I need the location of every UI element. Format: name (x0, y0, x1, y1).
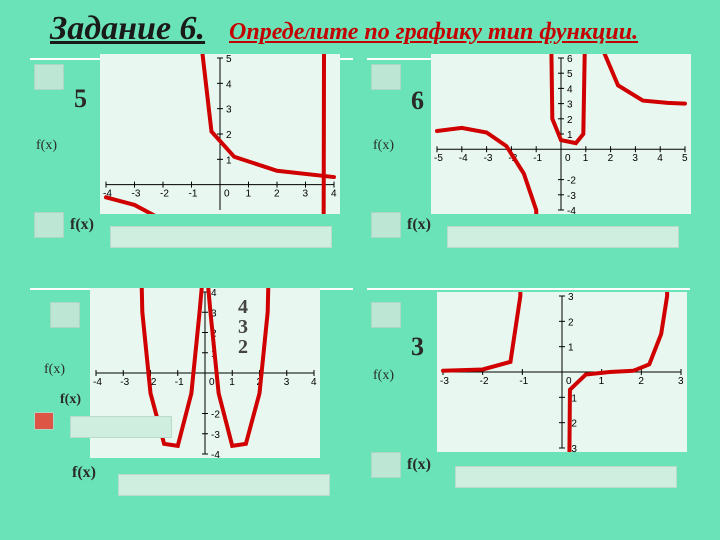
fx-label-bottom: f(x) (407, 216, 431, 234)
svg-text:-3: -3 (567, 191, 576, 202)
fx-label: f(x) (373, 368, 394, 384)
answer-bar (70, 416, 172, 438)
task-subtitle: Определите по графику тип функции. (229, 19, 638, 46)
svg-text:2: 2 (567, 115, 573, 126)
svg-text:4: 4 (211, 288, 217, 299)
plot-6: -5-4-3-2-112345-4-3-21234560 (431, 54, 691, 214)
svg-text:3: 3 (226, 105, 232, 116)
svg-text:2: 2 (226, 130, 232, 141)
svg-text:3: 3 (632, 153, 638, 164)
fx-label: f(x) (373, 138, 394, 154)
svg-text:1: 1 (226, 155, 232, 166)
fx-label-bottom: f(x) (70, 216, 94, 234)
chart-cell-5: 5 f(x) -4-3-2-11234123450 f(x) (30, 54, 353, 274)
svg-text:-4: -4 (93, 377, 102, 388)
svg-text:1: 1 (229, 377, 235, 388)
chart-number: 6 (411, 86, 424, 116)
svg-text:0: 0 (565, 153, 571, 164)
fx-label-mid: f(x) (60, 392, 81, 408)
svg-text:-1: -1 (533, 153, 542, 164)
svg-text:-1: -1 (189, 189, 198, 200)
svg-text:-2: -2 (160, 189, 169, 200)
chart-number: 5 (74, 84, 87, 114)
svg-text:-4: -4 (211, 450, 220, 458)
plot-3: -3-2-1123-3-2-11230 (437, 292, 687, 452)
svg-text:-1: -1 (519, 376, 528, 387)
chart-grid: 5 f(x) -4 -3 -2 -1 1 2 3 4 1 2 3 4 5 0 f(x) 6 f(x) -5… (0, 52, 720, 514)
svg-text:3: 3 (303, 189, 309, 200)
chip-icon (371, 452, 401, 478)
svg-text:2: 2 (274, 189, 280, 200)
svg-text:5: 5 (682, 153, 688, 164)
svg-text:2: 2 (608, 153, 614, 164)
svg-text:1: 1 (568, 343, 574, 354)
svg-text:1: 1 (246, 189, 252, 200)
fx-label: f(x) (44, 362, 65, 378)
svg-text:1: 1 (567, 130, 573, 141)
answer-bar (110, 226, 332, 248)
svg-text:-3: -3 (132, 189, 141, 200)
svg-text:4: 4 (657, 153, 663, 164)
svg-text:0: 0 (224, 189, 230, 200)
chip-icon (371, 212, 401, 238)
svg-text:0: 0 (209, 377, 215, 388)
svg-text:3: 3 (284, 377, 290, 388)
chip-icon (371, 64, 401, 90)
answer-bar (455, 466, 677, 488)
plot-5: -4-3-2-11234123450 (100, 54, 340, 214)
svg-text:-1: -1 (175, 377, 184, 388)
fx-label: f(x) (36, 138, 57, 154)
answer-bar (118, 474, 330, 496)
svg-text:-2: -2 (211, 410, 220, 421)
chip-icon (34, 64, 64, 90)
svg-text:5: 5 (567, 69, 573, 80)
chip-icon (34, 212, 64, 238)
svg-text:5: 5 (226, 54, 232, 65)
svg-text:-2: -2 (567, 176, 576, 187)
svg-text:-4: -4 (459, 153, 468, 164)
chart-cell-3: 3 f(x) -3-2-1123-3-2-11230 f(x) (367, 284, 690, 504)
svg-text:1: 1 (599, 376, 605, 387)
svg-text:2: 2 (568, 317, 574, 328)
chip-icon (34, 412, 54, 430)
svg-text:-2: -2 (480, 376, 489, 387)
chart-cell-6: 6 f(x) -5-4-3-2-112345-4-3-21234560 f(x) (367, 54, 690, 274)
svg-text:3: 3 (567, 100, 573, 111)
svg-text:-4: -4 (567, 206, 576, 214)
svg-text:-3: -3 (120, 377, 129, 388)
task-title: Задание 6. (50, 10, 205, 48)
answer-bar (447, 226, 679, 248)
svg-text:-3: -3 (440, 376, 449, 387)
svg-text:-3: -3 (211, 430, 220, 441)
fx-label-bottom: f(x) (407, 456, 431, 474)
chart-number: 3 (411, 332, 424, 362)
svg-text:1: 1 (583, 153, 589, 164)
chart-cell-4: f(x) -4-3-2-11234-4-3-212340 4 3 2 f(x) … (30, 284, 353, 504)
svg-text:4: 4 (567, 84, 573, 95)
svg-text:-5: -5 (434, 153, 443, 164)
svg-text:3: 3 (678, 376, 684, 387)
fx-label-bottom: f(x) (72, 464, 96, 482)
svg-text:-3: -3 (484, 153, 493, 164)
chip-icon (50, 302, 80, 328)
ghost-y2: 2 (238, 336, 248, 359)
svg-text:4: 4 (311, 377, 317, 388)
svg-text:2: 2 (638, 376, 644, 387)
svg-text:4: 4 (331, 189, 337, 200)
svg-text:0: 0 (566, 376, 572, 387)
svg-text:4: 4 (226, 79, 232, 90)
svg-text:6: 6 (567, 54, 573, 65)
chip-icon (371, 302, 401, 328)
svg-text:3: 3 (568, 292, 574, 303)
